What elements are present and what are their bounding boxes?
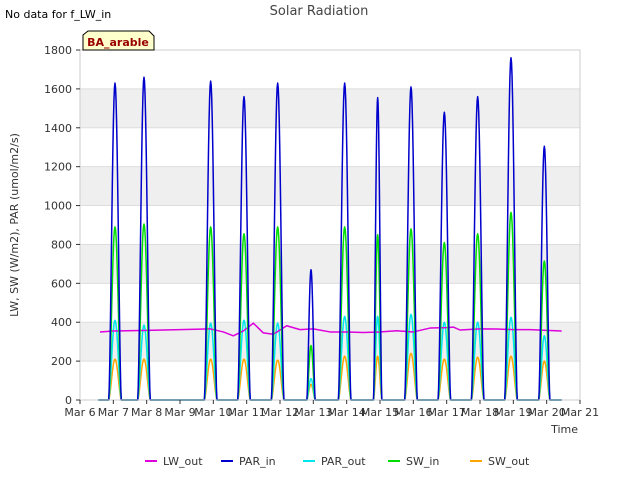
x-tick-label: Mar 13 [294,406,332,419]
x-tick-label: Mar 18 [461,406,499,419]
corner-note: No data for f_LW_in [5,8,111,21]
series-layer [98,57,562,401]
legend-label: PAR_out [321,455,366,468]
x-tick-label: Mar 7 [98,406,129,419]
legend-item: SW_out [470,455,530,468]
x-tick-label: Mar 10 [194,406,232,419]
grid-band [80,244,580,284]
x-tick-label: Mar 16 [394,406,432,419]
badge: BA_arable [82,30,155,51]
x-axis-label: Time [550,423,578,436]
x-tick-label: Mar 14 [328,406,366,419]
x-tick-label: Mar 8 [131,406,162,419]
x-tick-label: Mar 17 [428,406,466,419]
x-tick-label: Mar 19 [494,406,532,419]
x-tick-label: Mar 11 [228,406,266,419]
y-tick-label: 1800 [44,44,72,57]
y-tick-label: 0 [65,394,72,407]
y-axis: 0 200 400 600 800 1000 1200 1400 1600 1800 [44,44,80,407]
y-tick-label: 800 [51,238,72,251]
x-tick-label: Mar 9 [164,406,195,419]
series-par-in [98,57,562,401]
x-tick-label: Mar 12 [261,406,299,419]
badge-box [82,30,155,51]
legend-label: PAR_in [239,455,276,468]
y-tick-label: 600 [51,277,72,290]
y-axis-label: LW, SW (W/m2), PAR (umol/m2/s) [8,133,21,317]
x-tick-label: Mar 6 [64,406,95,419]
y-tick-label: 400 [51,316,72,329]
x-tick-label: Mar 20 [528,406,566,419]
legend-label: SW_out [488,455,530,468]
legend-item: LW_out [145,455,203,468]
y-tick-label: 1600 [44,83,72,96]
plot-frame [79,49,581,401]
y-tick-label: 1200 [44,161,72,174]
legend: LW_out PAR_in PAR_out SW_in SW_out [145,455,530,468]
y-tick-label: 1000 [44,200,72,213]
x-tick-label: Mar 15 [361,406,399,419]
x-tick-label: Mar 21 [561,406,599,419]
legend-item: PAR_in [221,455,276,468]
grid-band [80,322,580,362]
grid-band [80,88,580,128]
legend-item: PAR_out [303,455,366,468]
badge-label: BA_arable [87,36,149,49]
legend-label: LW_out [163,455,203,468]
y-tick-label: 1400 [44,122,72,135]
legend-label: SW_in [406,455,439,468]
legend-item: SW_in [388,455,439,468]
grid-band [80,166,580,206]
y-tick-label: 200 [51,355,72,368]
chart-title: Solar Radiation [270,4,369,19]
